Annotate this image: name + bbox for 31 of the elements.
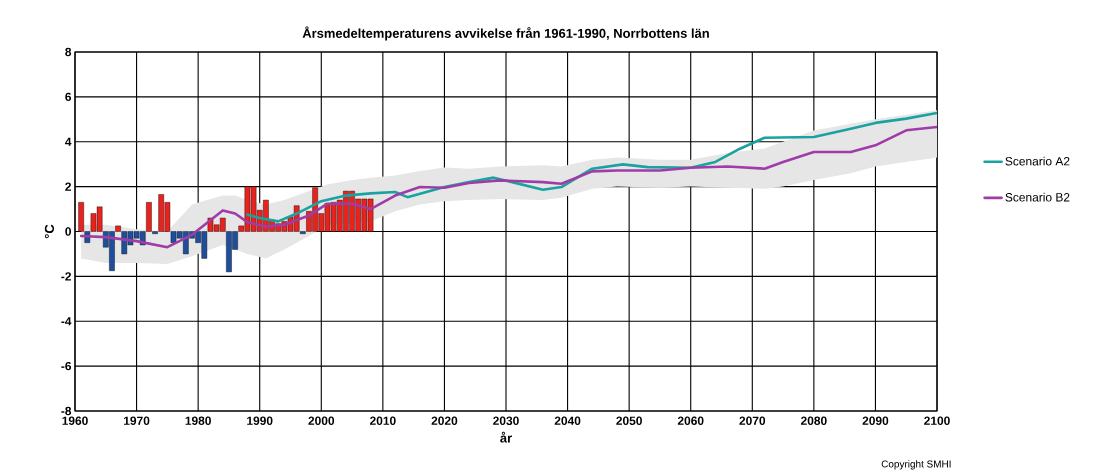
- y-tick-label: 4: [65, 137, 72, 146]
- x-tick-label: 2060: [677, 416, 704, 425]
- chart-title: Årsmedeltemperaturens avvikelse från 1961-1990, Norrbottens län: [302, 26, 709, 41]
- y-tick-label: -2: [61, 272, 71, 281]
- text: Copyright SMHI: [881, 460, 951, 470]
- x-tick-label: 2100: [924, 416, 950, 425]
- y-tick-label: -8: [61, 406, 72, 416]
- legend-label: Scenario A2: [1005, 156, 1070, 166]
- y-tick-label: 6: [65, 92, 72, 102]
- line-series: [79, 125, 938, 249]
- x-tick-label: 1980: [185, 416, 211, 425]
- x-tick-label: 2030: [493, 416, 519, 425]
- x-tick-label: 2040: [554, 416, 581, 425]
- x-tick-label: 2010: [369, 416, 396, 425]
- x-tick-label: 2090: [862, 416, 889, 425]
- x-tick-label: 1960: [62, 416, 88, 425]
- y-tick-label: 0: [65, 227, 71, 236]
- x-tick-label: 2080: [800, 416, 827, 425]
- x-tick-label: 1990: [247, 416, 273, 425]
- y-tick-label: -4: [61, 317, 72, 326]
- y-axis-title: °C: [44, 224, 55, 239]
- y-tick-label: -6: [61, 361, 72, 371]
- legend-label: Scenario B2: [1005, 192, 1070, 202]
- x-axis-title: år: [500, 431, 512, 443]
- x-tick-label: 1970: [124, 416, 150, 425]
- x-tick-label: 2020: [431, 416, 458, 425]
- y-tick-label: 8: [65, 47, 72, 57]
- x-tick-label: 2000: [308, 416, 335, 425]
- y-tick-label: 2: [65, 182, 71, 191]
- x-tick-label: 2050: [616, 416, 642, 425]
- x-tick-label: 2070: [739, 416, 766, 425]
